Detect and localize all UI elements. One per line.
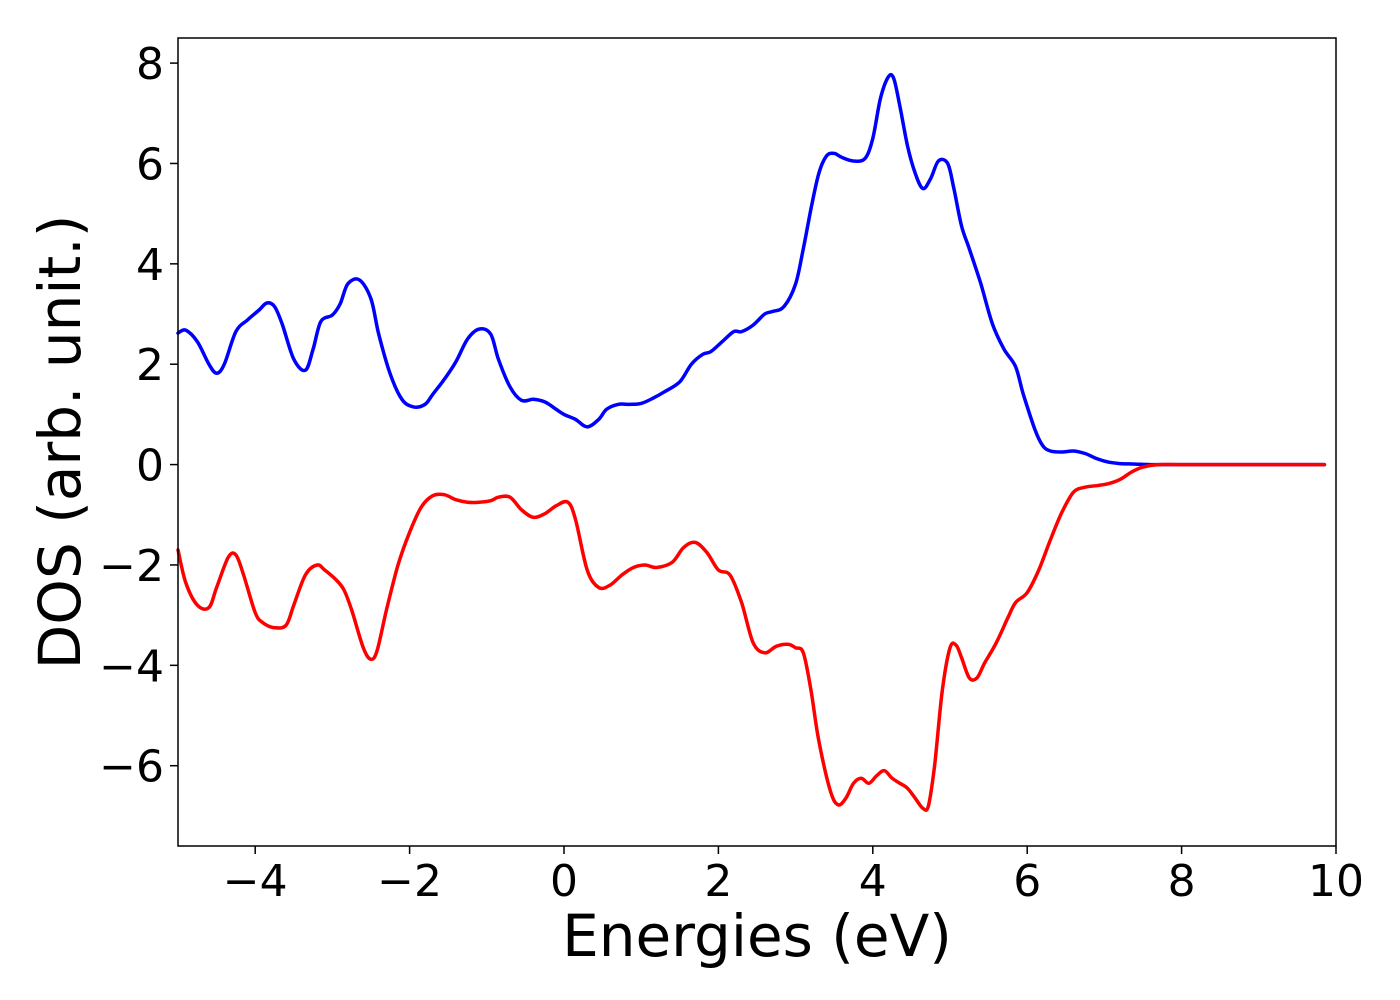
y-tick-label: 8: [136, 39, 164, 90]
series-layer: [176, 72, 1327, 812]
y-tick-label: −6: [99, 742, 164, 793]
y-tick-label: 4: [136, 240, 164, 291]
x-tick-label: 6: [1013, 856, 1041, 907]
x-tick-label: −2: [377, 856, 442, 907]
x-tick-label: 8: [1168, 856, 1196, 907]
x-tick-label: 10: [1308, 856, 1364, 907]
plot-area-frame: [177, 37, 1337, 847]
y-axis-title: DOS (arb. unit.): [26, 215, 94, 670]
x-tick-label: −4: [223, 856, 288, 907]
y-tick-label: 6: [136, 139, 164, 190]
x-tick-label: 2: [704, 856, 732, 907]
x-tick-label: 0: [550, 856, 578, 907]
x-axis-title: Energies (eV): [562, 902, 952, 970]
tick-layer: −4 −2 0 2 4 6 8 10 −6 −4 −2 0 2 4 6 8: [99, 39, 1364, 907]
y-tick-label: −4: [99, 641, 164, 692]
y-tick-label: 0: [136, 441, 164, 492]
x-tick-label: 4: [859, 856, 887, 907]
dos-curve-negative: [176, 462, 1327, 812]
y-tick-label: 2: [136, 340, 164, 391]
y-tick-label: −2: [99, 541, 164, 592]
dos-curve-positive: [176, 72, 1327, 467]
